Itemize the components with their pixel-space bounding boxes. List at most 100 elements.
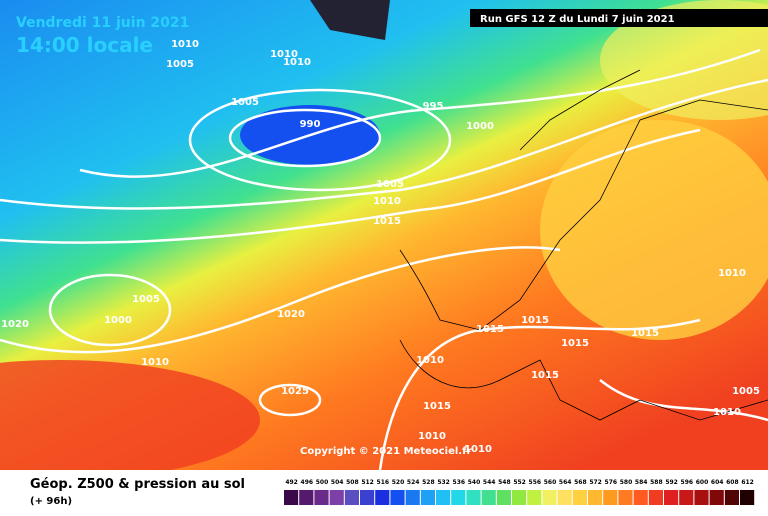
legend-swatch: [512, 490, 527, 505]
legend-swatch: [709, 490, 724, 505]
legend-label: 520: [392, 479, 405, 486]
isobar-label: 1010: [141, 357, 169, 368]
legend-swatch: [375, 490, 390, 505]
legend-label: 492: [285, 479, 298, 486]
isobar-label: 1015: [521, 315, 549, 326]
legend-swatch: [314, 490, 329, 505]
legend-swatch: [284, 490, 299, 505]
greenland: [310, 0, 390, 40]
run-info: Run GFS 12 Z du Lundi 7 juin 2021: [480, 14, 675, 25]
isobar-label: 1000: [466, 121, 494, 132]
isobar-label: 1005: [732, 386, 760, 397]
legend-swatch: [572, 490, 587, 505]
isobar-label: 1015: [476, 324, 504, 335]
legend-label: 504: [331, 479, 344, 486]
legend-label: 576: [605, 479, 618, 486]
isobar-label: 990: [300, 119, 321, 130]
legend-swatch: [664, 490, 679, 505]
legend-swatch: [420, 490, 435, 505]
legend-swatch: [329, 490, 344, 505]
copyright: Copyright © 2021 Meteociel.fr: [300, 446, 471, 457]
coastlines: [399, 69, 768, 421]
legend-label: 544: [483, 479, 496, 486]
legend-swatch: [451, 490, 466, 505]
legend-label: 508: [346, 479, 359, 486]
isobar-label: 1005: [132, 294, 160, 305]
legend-swatch: [405, 490, 420, 505]
legend-swatch: [740, 490, 755, 505]
isobar-label: 1015: [531, 370, 559, 381]
isobar-label: 1010: [373, 196, 401, 207]
legend-swatch: [557, 490, 572, 505]
isobar-label: 1015: [373, 216, 401, 227]
isobar-label: 1005: [166, 59, 194, 70]
isobar-label: 1010: [283, 57, 311, 68]
ridge: [540, 120, 768, 340]
warm-area: [0, 360, 260, 480]
legend-label: 588: [650, 479, 663, 486]
isobar-label: 1005: [376, 179, 404, 190]
legend-label: 592: [665, 479, 678, 486]
legend-label: 584: [635, 479, 648, 486]
isobar-label: 1010: [270, 49, 298, 60]
legend-label: 512: [361, 479, 374, 486]
run-banner: [470, 9, 768, 27]
isobar-label: 1020: [277, 309, 305, 320]
isobar-label: 1025: [281, 386, 309, 397]
isobar-label: 1000: [104, 315, 132, 326]
isobar-label: 1005: [231, 97, 259, 108]
legend-label: 500: [316, 479, 329, 486]
legend: 492 496 500 504 508 512 516 520 524 528 532 536 540 5…: [284, 479, 755, 505]
legend-label: 604: [711, 479, 724, 486]
isobar-label: 1010: [416, 355, 444, 366]
legend-swatch: [648, 490, 663, 505]
isobar-label: 1015: [561, 338, 589, 349]
isobar-label: 1010: [418, 431, 446, 442]
legend-label: 572: [589, 479, 602, 486]
legend-swatch: [633, 490, 648, 505]
legend-label: 612: [741, 479, 754, 486]
isobar-label: 1020: [1, 319, 29, 330]
footer-title: Géop. Z500 & pression au sol: [30, 477, 245, 492]
legend-label: 540: [468, 479, 481, 486]
legend-label: 596: [681, 479, 694, 486]
valid-date: Vendredi 11 juin 2021: [16, 15, 189, 31]
legend-swatch: [618, 490, 633, 505]
legend-swatch: [679, 490, 694, 505]
legend-label: 564: [559, 479, 572, 486]
legend-swatch: [481, 490, 496, 505]
isobar-label: 1010: [464, 444, 492, 455]
footer-lead: (+ 96h): [30, 496, 72, 507]
legend-label: 524: [407, 479, 420, 486]
legend-label: 516: [377, 479, 390, 486]
legend-swatch: [299, 490, 314, 505]
legend-swatch: [360, 490, 375, 505]
legend-swatch: [344, 490, 359, 505]
legend-label: 560: [544, 479, 557, 486]
isobar-label: 1015: [423, 401, 451, 412]
legend-swatch: [496, 490, 511, 505]
legend-swatch: [436, 490, 451, 505]
legend-label: 580: [620, 479, 633, 486]
isobar-label: 1015: [631, 328, 659, 339]
legend-label: 556: [529, 479, 542, 486]
legend-swatch: [542, 490, 557, 505]
isobars: [0, 48, 768, 471]
isobar-label: 995: [423, 101, 444, 112]
legend-swatch: [724, 490, 739, 505]
isobar-label: 1010: [171, 39, 199, 50]
legend-swatch: [390, 490, 405, 505]
legend-label: 552: [513, 479, 526, 486]
legend-swatch: [694, 490, 709, 505]
isobar-label: 1010: [713, 407, 741, 418]
legend-label: 496: [301, 479, 314, 486]
legend-label: 600: [696, 479, 709, 486]
isobar-label: 1010: [718, 268, 746, 279]
legend-label: 568: [574, 479, 587, 486]
legend-swatch: [466, 490, 481, 505]
legend-swatch: [603, 490, 618, 505]
legend-label: 528: [422, 479, 435, 486]
legend-label: 532: [437, 479, 450, 486]
legend-swatch: [588, 490, 603, 505]
